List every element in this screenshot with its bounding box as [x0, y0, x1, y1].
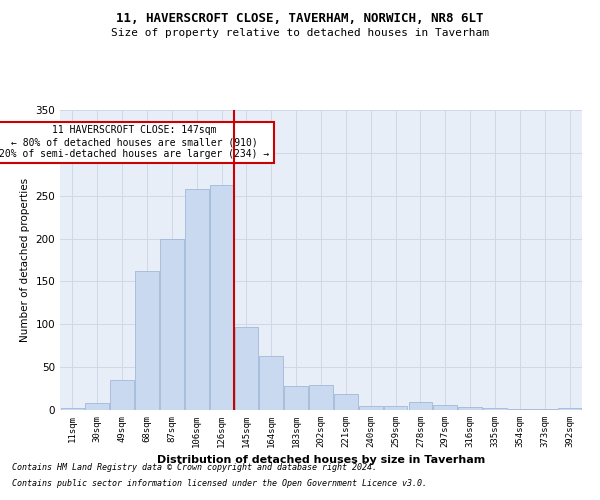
Bar [284, 386, 308, 410]
X-axis label: Distribution of detached houses by size in Taverham: Distribution of detached houses by size … [157, 456, 485, 466]
Bar [210, 184, 233, 410]
Bar [259, 356, 283, 410]
Text: Contains HM Land Registry data © Crown copyright and database right 2024.: Contains HM Land Registry data © Crown c… [12, 464, 377, 472]
Bar [235, 327, 258, 410]
Bar [433, 405, 457, 410]
Bar [309, 385, 333, 410]
Bar [135, 271, 159, 410]
Text: Contains public sector information licensed under the Open Government Licence v3: Contains public sector information licen… [12, 478, 427, 488]
Bar [160, 238, 184, 410]
Bar [85, 403, 109, 410]
Text: Size of property relative to detached houses in Taverham: Size of property relative to detached ho… [111, 28, 489, 38]
Bar [359, 406, 383, 410]
Bar [409, 402, 432, 410]
Bar [508, 409, 532, 410]
Bar [558, 408, 581, 410]
Text: 11, HAVERSCROFT CLOSE, TAVERHAM, NORWICH, NR8 6LT: 11, HAVERSCROFT CLOSE, TAVERHAM, NORWICH… [116, 12, 484, 26]
Bar [334, 394, 358, 410]
Bar [384, 406, 407, 410]
Bar [483, 408, 507, 410]
Bar [533, 409, 557, 410]
Bar [110, 380, 134, 410]
Y-axis label: Number of detached properties: Number of detached properties [20, 178, 30, 342]
Bar [185, 189, 209, 410]
Bar [61, 408, 84, 410]
Text: 11 HAVERSCROFT CLOSE: 147sqm
← 80% of detached houses are smaller (910)
20% of s: 11 HAVERSCROFT CLOSE: 147sqm ← 80% of de… [0, 126, 269, 158]
Bar [458, 408, 482, 410]
